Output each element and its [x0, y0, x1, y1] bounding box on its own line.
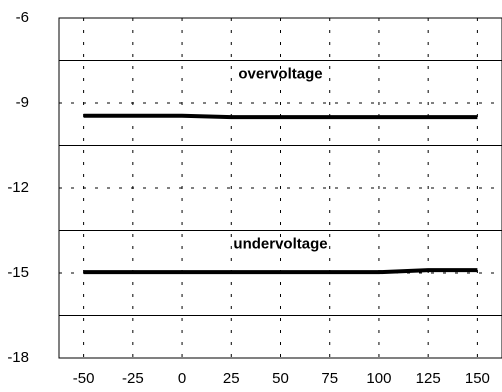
y-tick-label-4: -18	[7, 349, 29, 366]
x-tick-label-6: 100	[366, 370, 391, 387]
x-axis-ticks: -50 -25 0 25 50 75 100 125 150	[73, 370, 490, 387]
x-tick-label-8: 150	[465, 370, 490, 387]
series-line-1	[83, 268, 478, 275]
x-tick-label-5: 75	[321, 370, 338, 387]
x-tick-label-2: 0	[178, 370, 186, 387]
y-tick-label-0: -6	[16, 9, 29, 26]
series-line-0	[83, 113, 478, 120]
annotation-1: undervoltage	[233, 236, 327, 253]
y-tick-label-2: -12	[7, 179, 29, 196]
x-tick-label-4: 50	[272, 370, 289, 387]
y-tick-label-3: -15	[7, 264, 29, 281]
y-axis-ticks: -6 -9 -12 -15 -18	[7, 9, 29, 366]
series	[83, 113, 478, 275]
x-tick-label-1: -25	[122, 370, 144, 387]
x-tick-label-3: 25	[223, 370, 240, 387]
x-tick-label-0: -50	[73, 370, 95, 387]
annotations: overvoltage undervoltage	[233, 66, 327, 253]
y-tick-label-1: -9	[16, 94, 29, 111]
x-tick-label-7: 125	[416, 370, 441, 387]
reference-lines	[59, 60, 502, 316]
annotation-0: overvoltage	[238, 66, 322, 83]
